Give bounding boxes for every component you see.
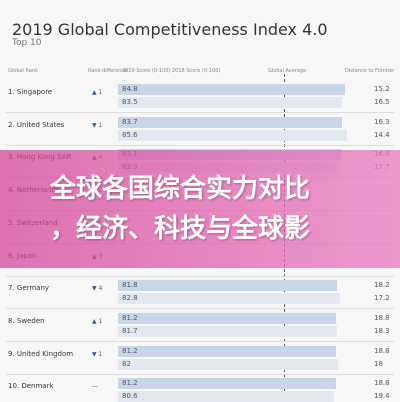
bar-track: 81.7	[118, 325, 386, 337]
score-label: 84.8	[122, 85, 138, 93]
score-bar: 83.5	[118, 97, 342, 108]
score-label: 83.7	[122, 117, 138, 126]
score-bar: 81.2	[118, 345, 336, 357]
banner-text: 全球各国综合实力对比	[50, 174, 311, 204]
distance-label: 18.8	[374, 346, 390, 355]
row-separator	[6, 373, 394, 375]
score-label: 80.6	[122, 392, 138, 401]
bar-track: 82.8	[118, 293, 386, 305]
column-header: Global Average	[268, 68, 307, 74]
rank-change: ▼ 1	[92, 121, 103, 129]
score-bar: 81.2	[118, 378, 336, 390]
rank-change: —	[92, 383, 98, 391]
rank-change: ▼ 1	[92, 350, 103, 358]
row-separator	[6, 275, 394, 277]
row-label: 7. Germany	[8, 284, 50, 293]
rank-change: ▲ 1	[92, 89, 103, 96]
bar-track: 81.2	[118, 312, 386, 324]
row-label: 1. Singapore	[8, 88, 53, 96]
distance-label: 16.3	[374, 117, 390, 126]
score-bar: 81.7	[118, 325, 337, 337]
row-separator	[6, 308, 394, 310]
distance-label: 17.2	[374, 294, 390, 303]
column-header: 2018 Score (0-100)	[172, 68, 221, 74]
score-bar: 81.2	[118, 312, 336, 324]
score-label: 82.8	[122, 294, 138, 303]
score-label: 81.2	[122, 346, 138, 355]
rank-change: ▼ 4	[92, 285, 103, 293]
score-bar: 81.8	[118, 280, 338, 292]
distance-label: 14.4	[374, 130, 390, 139]
distance-label: 18.8	[374, 379, 390, 388]
row-label: 8. Sweden	[8, 316, 45, 325]
banner-text: ，经济、科技与全球影	[50, 214, 311, 244]
score-label: 82	[122, 359, 131, 368]
score-label: 81.2	[122, 313, 138, 322]
distance-label: 18	[374, 359, 383, 368]
score-label: 83.5	[122, 98, 138, 106]
column-header: Global Rank	[8, 68, 39, 74]
distance-label: 18.3	[374, 326, 390, 335]
bar-track: 81.2	[118, 378, 386, 390]
score-bar: 80.6	[118, 391, 334, 402]
score-bar: 85.6	[118, 129, 348, 141]
bar-track: 80.6	[118, 391, 386, 402]
distance-label: 15.2	[374, 85, 390, 93]
bar-track: 83.7	[118, 116, 386, 128]
row-separator	[6, 144, 394, 146]
row-separator	[6, 112, 394, 113]
column-header: 2019 Score (0-100)	[122, 68, 171, 74]
subtitle: Top 10	[12, 38, 42, 48]
distance-label: 19.4	[374, 392, 390, 401]
column-header: Rank difference	[88, 68, 128, 74]
row-separator	[6, 340, 394, 342]
distance-label: 18.8	[374, 313, 390, 322]
score-label: 81.8	[122, 281, 138, 290]
bar-track: 84.8	[118, 84, 386, 95]
title: 2019 Global Competitiveness Index 4.0	[12, 20, 328, 39]
score-label: 81.7	[122, 326, 138, 335]
score-bar: 84.8	[118, 84, 346, 95]
row-label: 10. Denmark	[8, 382, 54, 391]
distance-label: 16.5	[374, 98, 390, 106]
bar-track: 81.8	[118, 280, 386, 292]
bar-track: 82	[118, 358, 386, 370]
bar-track: 85.6	[118, 129, 386, 141]
score-bar: 83.7	[118, 116, 343, 128]
row-label: 2. United States	[8, 120, 65, 129]
score-label: 85.6	[122, 130, 138, 139]
row-label: 9. United Kingdom	[8, 349, 74, 358]
bar-track: 83.5	[118, 97, 386, 108]
score-label: 81.2	[122, 379, 138, 388]
banner	[0, 150, 400, 268]
rank-change: ▲ 1	[92, 317, 103, 325]
score-bar: 82.8	[118, 293, 340, 305]
score-bar: 82	[118, 358, 338, 370]
distance-label: 18.2	[374, 281, 390, 290]
column-header: Distance to Frontier	[345, 68, 395, 74]
bar-track: 81.2	[118, 345, 386, 357]
